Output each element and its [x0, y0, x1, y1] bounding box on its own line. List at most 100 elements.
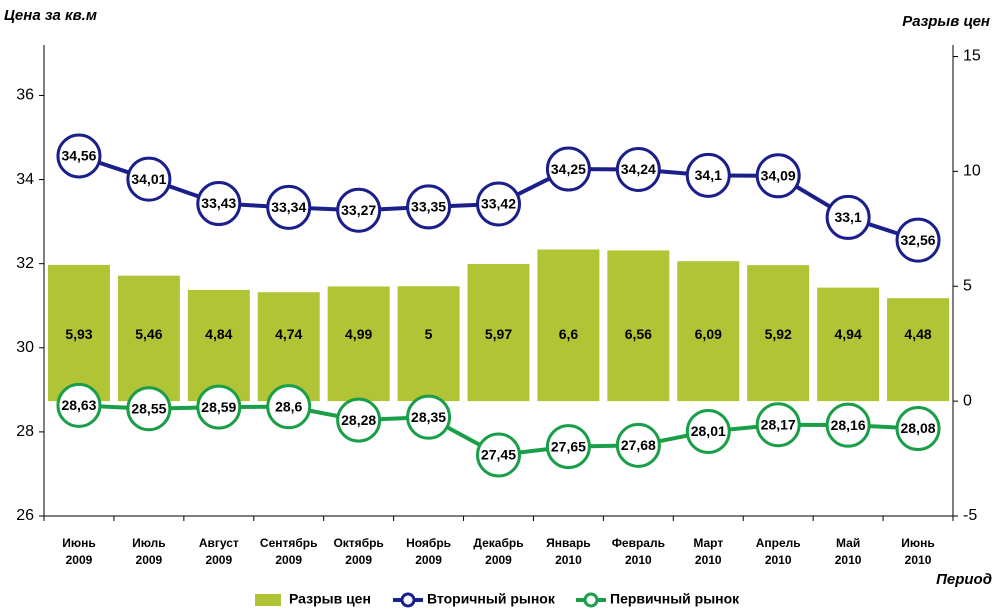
point-label: 33,1: [834, 209, 861, 225]
marker: [406, 394, 452, 440]
marker: [545, 424, 591, 470]
bar: [397, 286, 460, 402]
point-label: 34,09: [761, 167, 796, 183]
point-label: 34,56: [61, 148, 96, 164]
point-label: 34,01: [131, 171, 166, 187]
y-tick-label: 28: [16, 423, 34, 440]
x-tick-label: Март 2010: [693, 536, 723, 567]
point-label: 27,65: [551, 438, 586, 454]
marker: [336, 187, 382, 233]
y2-tick-label: 5: [963, 277, 972, 294]
x-tick-label: Июнь 2009: [62, 536, 96, 567]
bar-label: 4,94: [834, 326, 861, 342]
y-tick-label: 36: [16, 87, 34, 104]
point-label: 34,24: [621, 161, 656, 177]
bar-label: 6,56: [625, 326, 652, 342]
marker: [615, 146, 661, 192]
marker: [476, 432, 521, 478]
bar-label: 5,97: [485, 326, 512, 342]
y-tick-label: 30: [16, 339, 34, 356]
point-label: 28,55: [131, 400, 166, 416]
bar: [257, 292, 320, 402]
bar: [607, 250, 670, 402]
marker: [266, 384, 312, 430]
bar: [887, 298, 950, 402]
legend-label: Вторичный рынок: [427, 591, 556, 607]
marker: [56, 133, 102, 179]
y-tick-label: 26: [16, 507, 34, 524]
point-label: 33,43: [201, 195, 236, 211]
bar-label: 5: [425, 326, 433, 342]
point-label: 33,35: [411, 199, 446, 215]
y-axis-title: Цена за кв.м: [4, 7, 97, 24]
x-tick-label: Май 2010: [835, 536, 862, 567]
point-label: 34,1: [695, 167, 722, 183]
bar: [677, 261, 740, 402]
bar-label: 5,92: [765, 326, 792, 342]
point-label: 27,68: [621, 437, 656, 453]
marker: [336, 397, 382, 443]
point-label: 27,45: [481, 447, 516, 463]
marker: [406, 184, 452, 230]
point-label: 33,27: [341, 202, 376, 218]
bar-label: 5,46: [135, 326, 162, 342]
marker: [825, 194, 871, 240]
marker: [685, 408, 731, 454]
bar: [817, 287, 880, 402]
point-label: 28,01: [691, 423, 726, 439]
y-tick-label: 34: [16, 171, 34, 188]
point-label: 34,25: [551, 161, 586, 177]
point-label: 28,59: [201, 399, 236, 415]
x-tick-label: Январь 2010: [546, 536, 590, 567]
x-tick-label: Декабрь 2009: [473, 536, 523, 567]
point-label: 28,16: [831, 417, 866, 433]
bar: [537, 249, 600, 402]
bar: [187, 289, 250, 402]
x-axis-title: Период: [936, 571, 992, 588]
bar-label: 4,48: [904, 326, 931, 342]
marker: [615, 422, 661, 468]
bar-label: 6,09: [695, 326, 722, 342]
marker: [545, 146, 591, 192]
legend-label: Разрыв цен: [289, 591, 371, 607]
bar: [747, 265, 810, 402]
bar: [117, 275, 180, 402]
x-tick-label: Август 2009: [199, 536, 239, 567]
legend-label: Первичный рынок: [610, 591, 740, 607]
point-label: 28,17: [761, 416, 796, 432]
marker: [196, 181, 242, 227]
point-label: 28,63: [61, 397, 96, 413]
marker: [895, 406, 941, 452]
marker: [126, 386, 172, 432]
legend-swatch: [255, 594, 281, 606]
marker: [476, 181, 521, 227]
x-tick-label: Сентябрь 2009: [260, 536, 318, 567]
x-tick-label: Ноябрь 2009: [406, 536, 451, 567]
point-label: 28,28: [341, 412, 376, 428]
bar-label: 4,99: [345, 326, 372, 342]
marker: [755, 402, 801, 448]
point-label: 32,56: [901, 232, 936, 248]
point-label: 28,35: [411, 409, 446, 425]
x-tick-label: Июнь 2010: [901, 536, 935, 567]
y2-tick-label: 10: [963, 163, 981, 180]
y2-tick-label: -5: [963, 507, 977, 524]
marker: [126, 156, 172, 202]
bar: [47, 264, 110, 402]
bar: [467, 263, 530, 402]
bar-label: 6,6: [559, 326, 579, 342]
bar-label: 5,93: [65, 326, 92, 342]
x-tick-label: Июль 2009: [132, 536, 166, 567]
point-label: 33,34: [271, 199, 306, 215]
bar: [327, 286, 390, 402]
y2-axis-title: Разрыв цен: [902, 13, 990, 30]
point-label: 28,6: [275, 398, 302, 414]
x-tick-label: Февраль 2010: [612, 536, 665, 567]
point-label: 33,42: [481, 196, 516, 212]
x-tick-label: Октябрь 2009: [333, 536, 383, 567]
legend-marker: [400, 592, 416, 608]
marker: [825, 402, 871, 448]
marker: [196, 384, 242, 430]
x-tick-label: Апрель 2010: [756, 536, 801, 567]
